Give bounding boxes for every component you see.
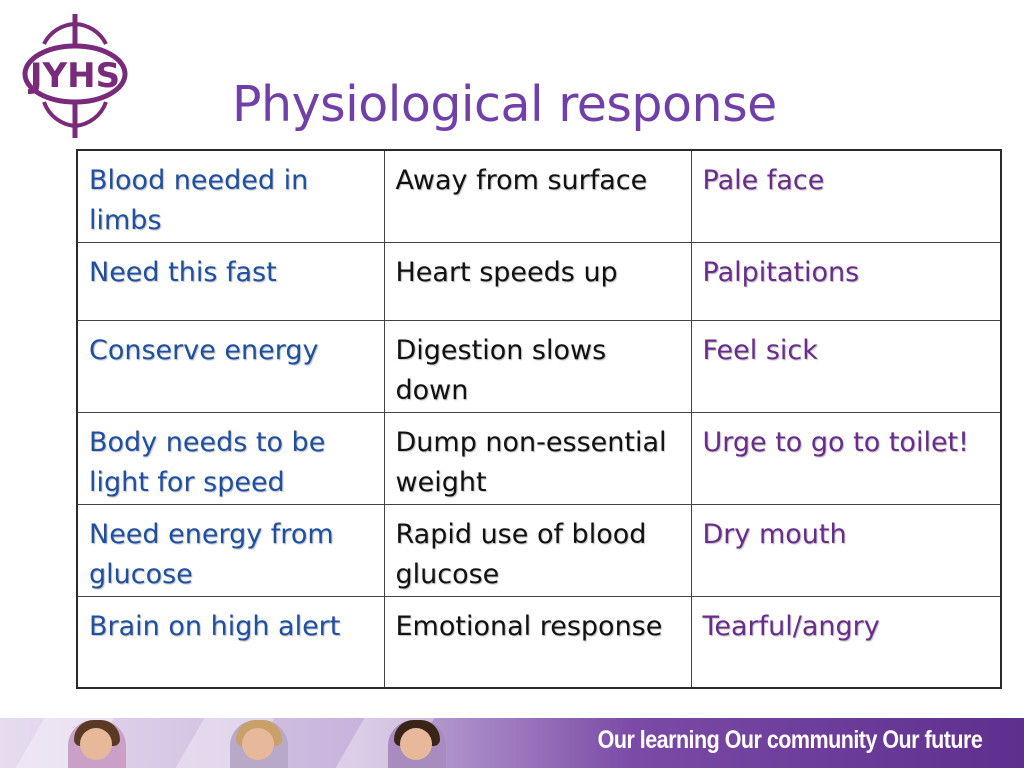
cause-cell: Need energy from glucose xyxy=(76,503,385,597)
response-cell: Digestion slows down xyxy=(383,319,692,413)
school-tagline: Our learning Our community Our future xyxy=(597,726,982,754)
table-row: Body needs to be light for speed Dump no… xyxy=(76,411,1002,505)
cause-cell: Body needs to be light for speed xyxy=(76,411,385,505)
table-row: Blood needed in limbs Away from surface … xyxy=(76,149,1002,243)
response-cell: Emotional response xyxy=(383,595,692,689)
response-table: Blood needed in limbs Away from surface … xyxy=(76,149,1002,689)
cause-cell: Conserve energy xyxy=(76,319,385,413)
student-photo xyxy=(230,720,288,768)
symptom-cell: Feel sick xyxy=(690,319,1002,413)
page-title: Physiological response xyxy=(232,76,777,133)
table-row: Need energy from glucose Rapid use of bl… xyxy=(76,503,1002,597)
symptom-cell: Urge to go to toilet! xyxy=(690,411,1002,505)
symptom-cell: Tearful/angry xyxy=(690,595,1002,689)
student-photo xyxy=(68,720,126,768)
school-logo: JYHS xyxy=(22,14,128,138)
symptom-cell: Palpitations xyxy=(690,241,1002,321)
symptom-cell: Dry mouth xyxy=(690,503,1002,597)
response-cell: Rapid use of blood glucose xyxy=(383,503,692,597)
student-photo xyxy=(388,720,446,768)
response-cell: Heart speeds up xyxy=(383,241,692,321)
cause-cell: Brain on high alert xyxy=(76,595,385,689)
symptom-cell: Pale face xyxy=(690,149,1002,243)
table-row: Need this fast Heart speeds up Palpitati… xyxy=(76,241,1002,321)
footer-banner: Our learning Our community Our future xyxy=(0,718,1024,768)
cause-cell: Need this fast xyxy=(76,241,385,321)
cause-cell: Blood needed in limbs xyxy=(76,149,385,243)
response-cell: Away from surface xyxy=(383,149,692,243)
response-cell: Dump non-essential weight xyxy=(383,411,692,505)
table-row: Brain on high alert Emotional response T… xyxy=(76,595,1002,689)
logo-lettering: JYHS xyxy=(28,56,120,96)
table-row: Conserve energy Digestion slows down Fee… xyxy=(76,319,1002,413)
